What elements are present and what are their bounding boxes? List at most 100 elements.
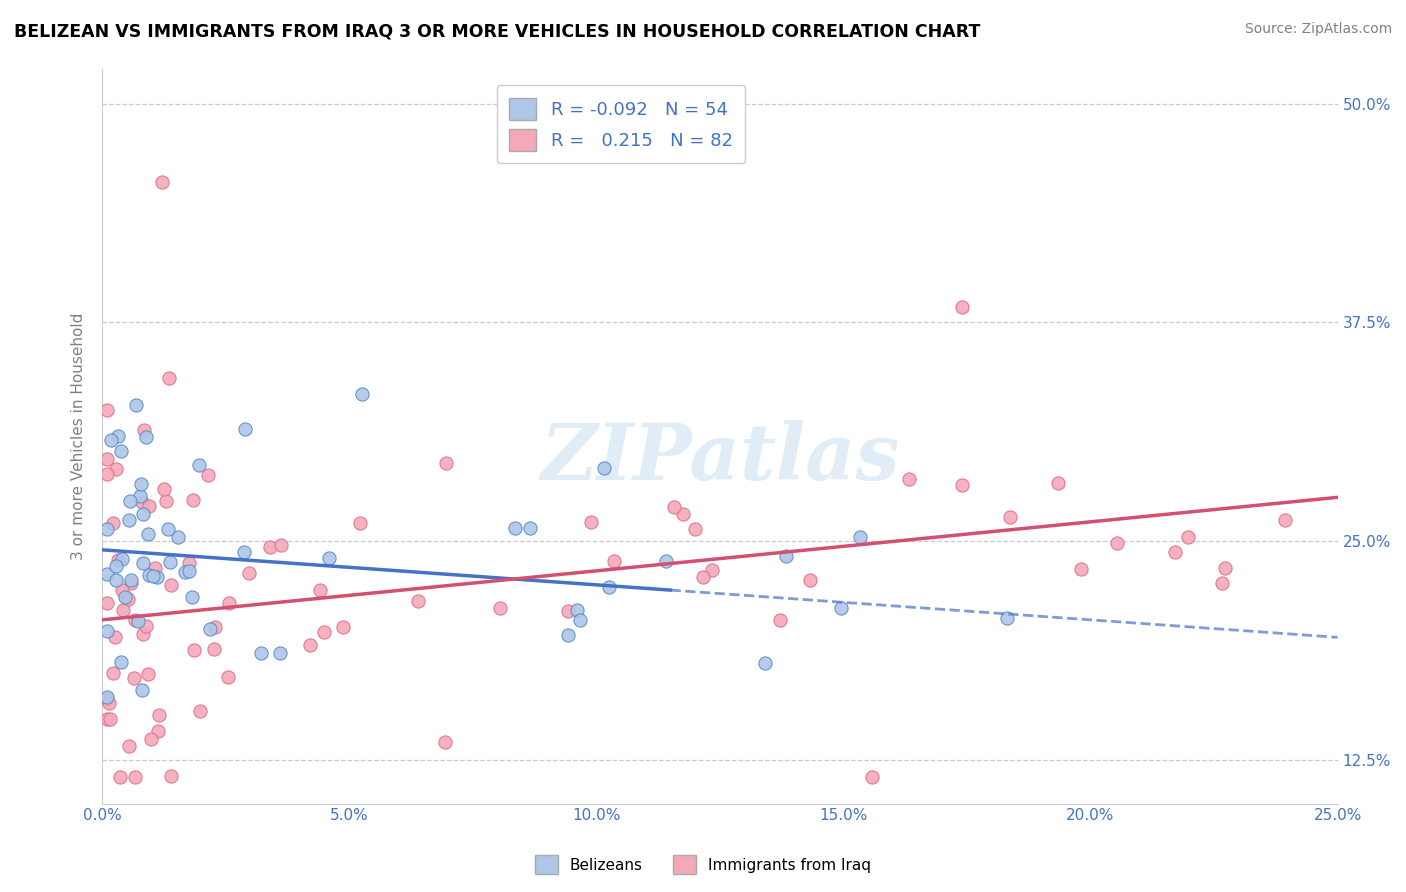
Point	[177, 557, 200, 571]
Point	[849, 530, 872, 544]
Point	[122, 671, 145, 685]
Point	[434, 456, 457, 470]
Point	[108, 770, 131, 784]
Point	[308, 583, 330, 598]
Legend: R = -0.092   N = 54, R =   0.215   N = 82: R = -0.092 N = 54, R = 0.215 N = 82	[496, 85, 745, 163]
Point	[238, 566, 260, 580]
Point	[270, 538, 292, 552]
Point	[128, 489, 150, 503]
Point	[769, 614, 792, 628]
Point	[332, 620, 354, 634]
Point	[104, 630, 127, 644]
Point	[672, 507, 695, 521]
Point	[598, 580, 620, 594]
Point	[557, 604, 579, 618]
Point	[96, 692, 118, 706]
Point	[127, 614, 149, 628]
Point	[139, 731, 162, 746]
Point	[104, 558, 127, 573]
Point	[860, 770, 883, 784]
Point	[349, 516, 371, 531]
Point	[592, 460, 614, 475]
Point	[104, 462, 127, 476]
Point	[159, 555, 181, 569]
Point	[259, 540, 281, 554]
Point	[408, 594, 430, 608]
Point	[96, 523, 118, 537]
Point	[131, 495, 153, 509]
Point	[1070, 561, 1092, 575]
Point	[111, 583, 134, 598]
Point	[96, 467, 118, 481]
Point	[662, 500, 685, 515]
Point	[683, 523, 706, 537]
Point	[160, 769, 183, 783]
Point	[107, 428, 129, 442]
Point	[138, 568, 160, 582]
Point	[124, 770, 146, 784]
Point	[146, 724, 169, 739]
Point	[135, 430, 157, 444]
Point	[136, 526, 159, 541]
Point	[233, 544, 256, 558]
Point	[136, 667, 159, 681]
Point	[98, 696, 121, 710]
Point	[181, 590, 204, 604]
Text: BELIZEAN VS IMMIGRANTS FROM IRAQ 3 OR MORE VEHICLES IN HOUSEHOLD CORRELATION CHA: BELIZEAN VS IMMIGRANTS FROM IRAQ 3 OR MO…	[14, 22, 980, 40]
Point	[152, 482, 174, 496]
Point	[269, 646, 291, 660]
Point	[250, 646, 273, 660]
Point	[519, 521, 541, 535]
Point	[96, 451, 118, 466]
Point	[1274, 513, 1296, 527]
Point	[204, 620, 226, 634]
Point	[155, 494, 177, 508]
Point	[101, 516, 124, 531]
Point	[700, 563, 723, 577]
Point	[110, 655, 132, 669]
Point	[217, 670, 239, 684]
Point	[897, 472, 920, 486]
Point	[503, 520, 526, 534]
Point	[998, 510, 1021, 524]
Point	[124, 613, 146, 627]
Point	[117, 591, 139, 606]
Point	[197, 468, 219, 483]
Point	[569, 613, 592, 627]
Point	[565, 603, 588, 617]
Point	[107, 553, 129, 567]
Point	[96, 567, 118, 582]
Point	[173, 565, 195, 579]
Point	[188, 704, 211, 718]
Point	[110, 444, 132, 458]
Point	[1163, 545, 1185, 559]
Point	[950, 301, 973, 315]
Point	[118, 739, 141, 753]
Point	[142, 569, 165, 583]
Text: Source: ZipAtlas.com: Source: ZipAtlas.com	[1244, 22, 1392, 37]
Point	[314, 624, 336, 639]
Point	[96, 690, 118, 704]
Point	[118, 494, 141, 508]
Point	[434, 735, 457, 749]
Point	[100, 433, 122, 447]
Point	[148, 708, 170, 723]
Point	[183, 642, 205, 657]
Point	[198, 622, 221, 636]
Point	[105, 574, 128, 588]
Point	[150, 175, 173, 189]
Point	[167, 530, 190, 544]
Point	[132, 423, 155, 437]
Point	[350, 387, 373, 401]
Point	[181, 492, 204, 507]
Point	[131, 627, 153, 641]
Point	[557, 628, 579, 642]
Point	[177, 564, 200, 578]
Point	[218, 596, 240, 610]
Point	[187, 458, 209, 472]
Point	[131, 682, 153, 697]
Point	[120, 574, 142, 588]
Point	[120, 575, 142, 590]
Point	[96, 624, 118, 638]
Point	[692, 570, 714, 584]
